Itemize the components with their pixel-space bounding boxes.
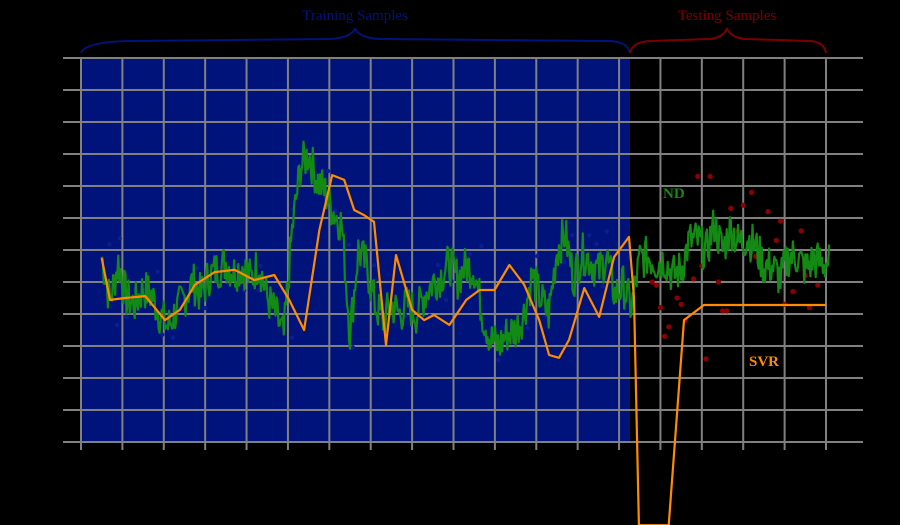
training-samples-label: Training Samples	[302, 8, 408, 24]
svr-series-line	[100, 174, 826, 525]
nd-series-line	[100, 140, 831, 356]
testing-samples-label: Testing Samples	[677, 8, 777, 24]
svr-legend-label: SVR	[749, 354, 780, 370]
testing-brace	[629, 26, 827, 54]
nd-legend-label: ND	[663, 186, 685, 202]
training-brace	[80, 26, 631, 54]
